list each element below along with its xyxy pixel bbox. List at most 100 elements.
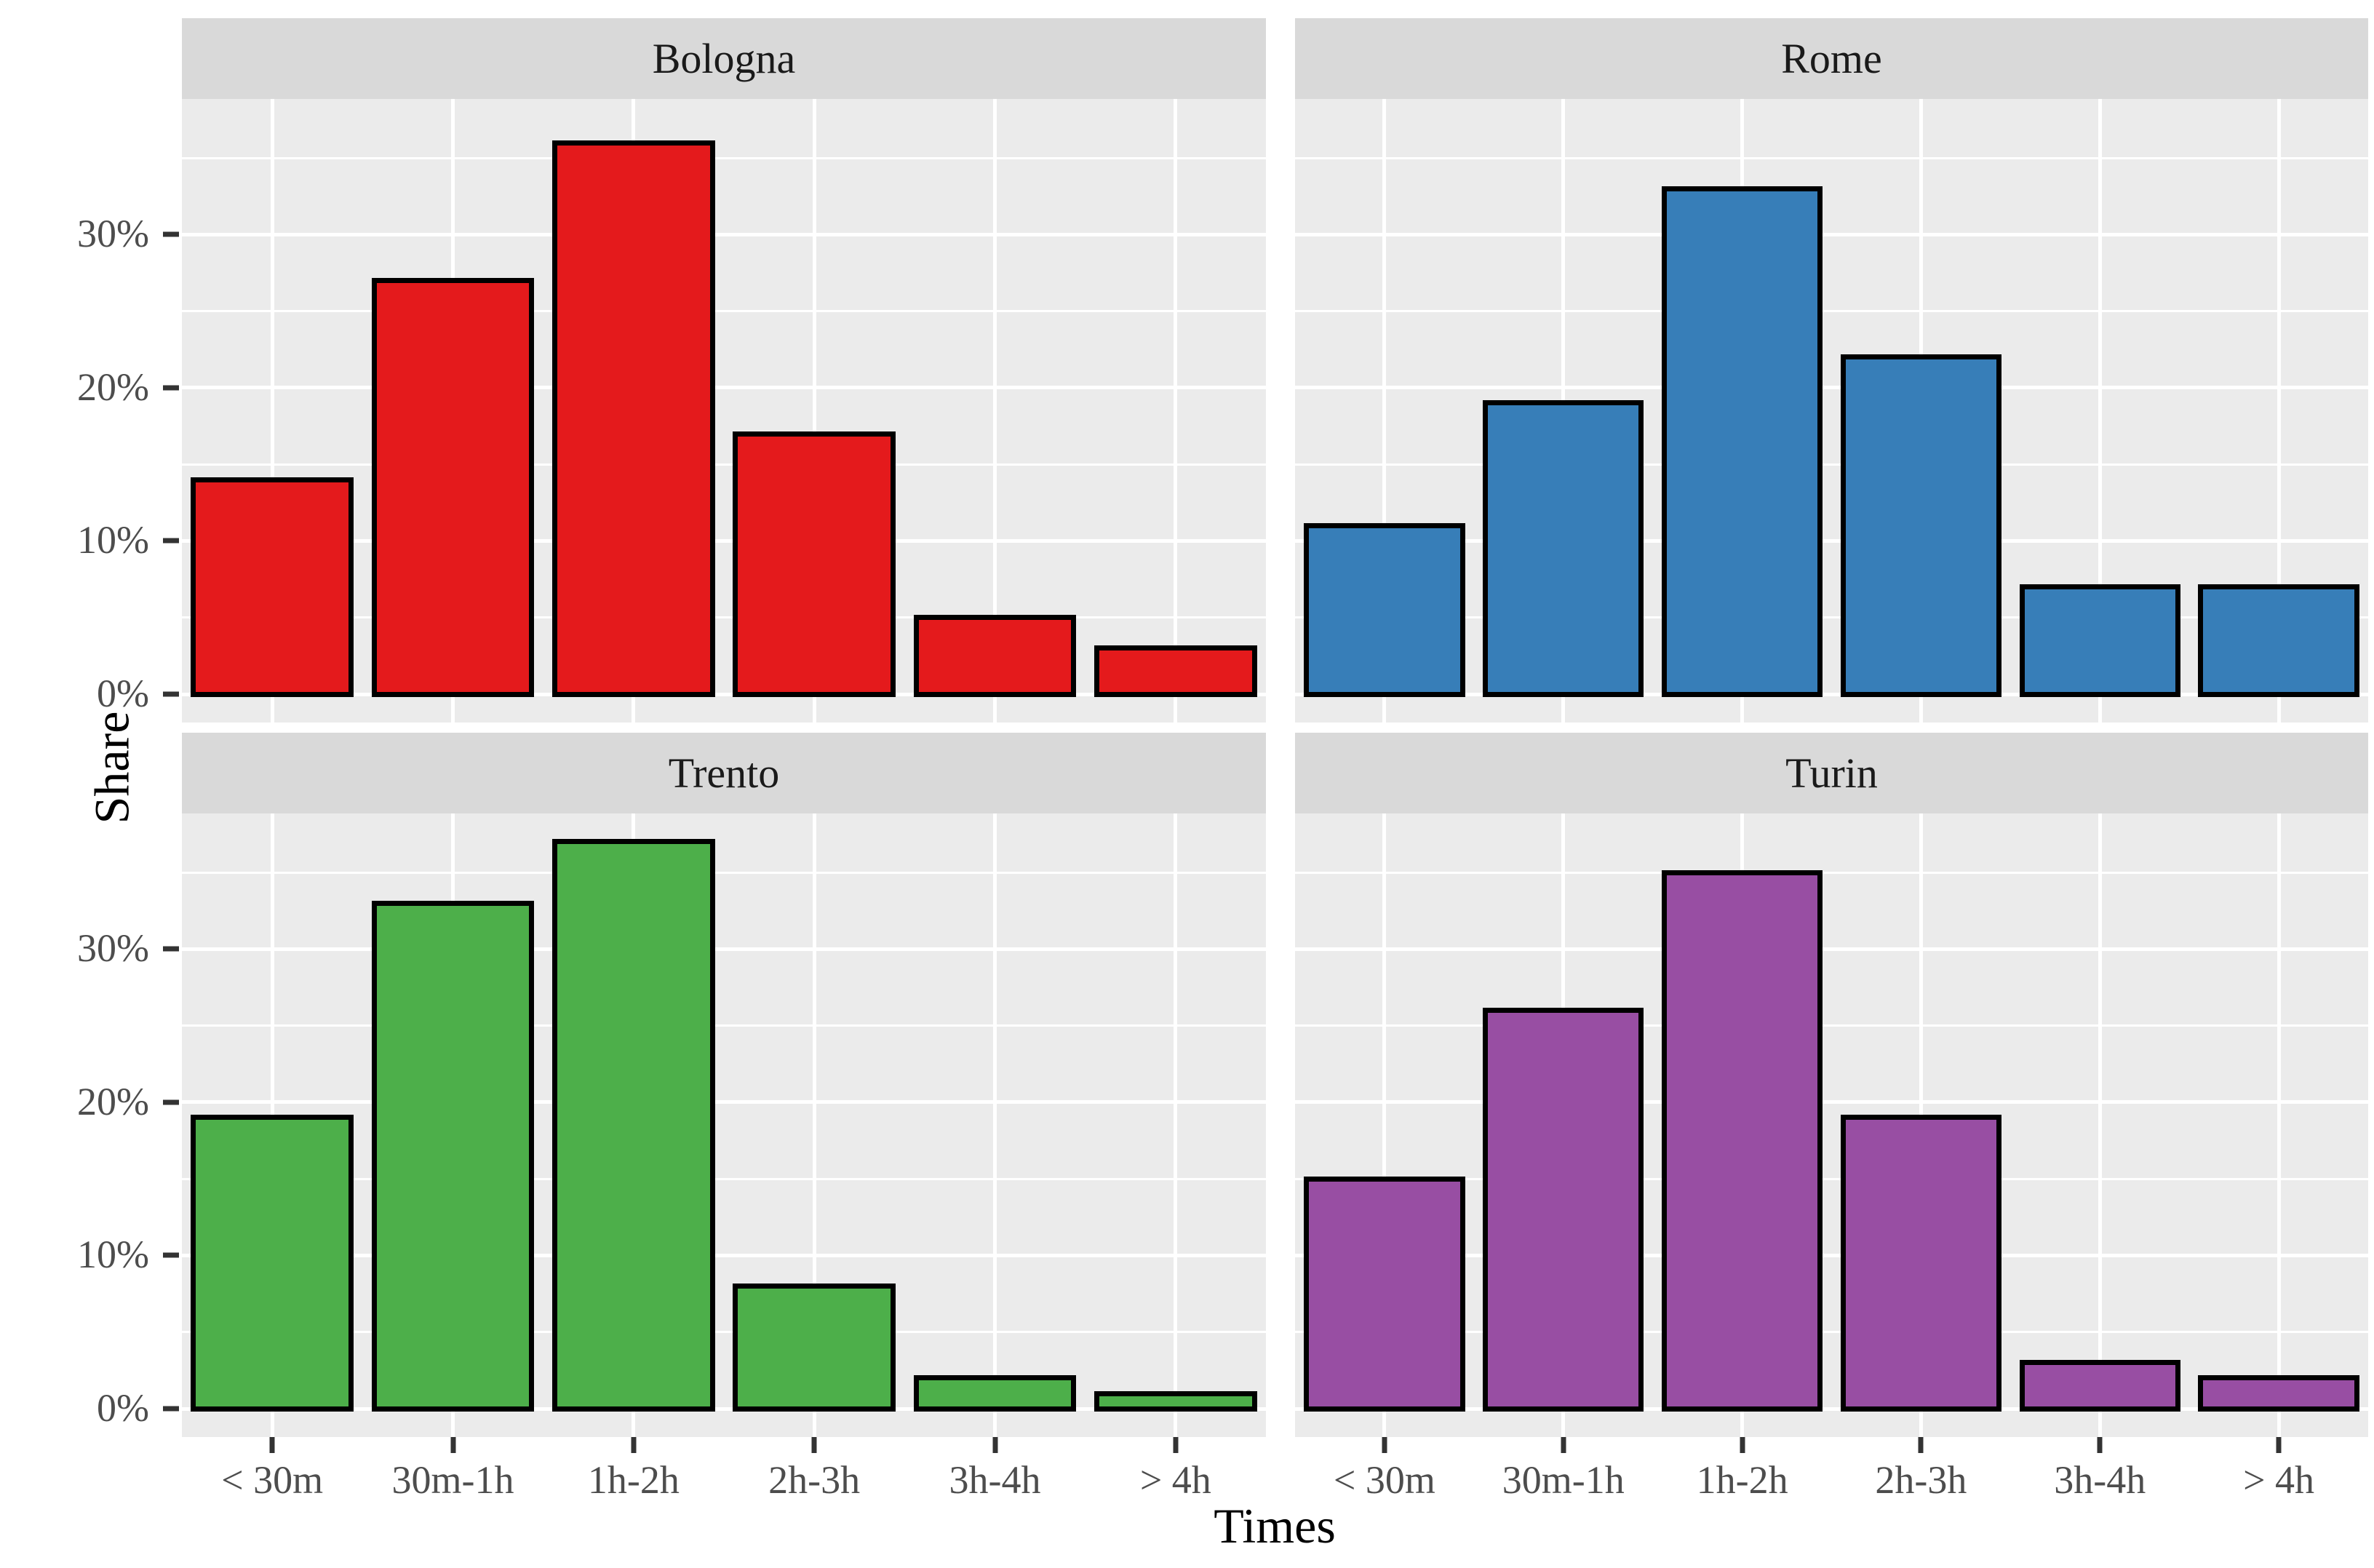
x-tick-mark bbox=[631, 1437, 637, 1453]
x-tick-label: 2h-3h bbox=[1875, 1458, 1967, 1502]
y-tick-label: 30% bbox=[77, 926, 149, 971]
gridline-vertical-major bbox=[812, 99, 816, 723]
bar-trento-30m-1h bbox=[371, 900, 535, 1412]
gridline-horizontal-minor bbox=[1295, 310, 2368, 313]
gridline-vertical-major bbox=[2277, 813, 2281, 1437]
x-tick-mark bbox=[1918, 1437, 1924, 1453]
gridline-vertical-major bbox=[1174, 813, 1178, 1437]
gridline-vertical-major bbox=[2098, 99, 2102, 723]
gridline-vertical-major bbox=[1174, 99, 1178, 723]
y-tick-label: 20% bbox=[77, 1079, 149, 1123]
facet-title: Rome bbox=[1781, 35, 1882, 82]
gridline-horizontal-minor bbox=[1295, 871, 2368, 874]
bar-trento-3h-4h bbox=[913, 1375, 1077, 1412]
gridline-horizontal-minor bbox=[182, 1024, 1266, 1027]
bar-trento-30m bbox=[191, 1115, 354, 1412]
x-tick-label: 1h-2h bbox=[1696, 1458, 1788, 1502]
x-tick-label: < 30m bbox=[221, 1458, 324, 1502]
gridline-horizontal-major bbox=[182, 538, 1266, 543]
x-tick-mark bbox=[992, 1437, 997, 1453]
gridline-horizontal-minor bbox=[182, 616, 1266, 619]
y-tick-mark bbox=[163, 1252, 179, 1258]
x-tick-label: 3h-4h bbox=[2054, 1458, 2146, 1502]
gridline-horizontal-minor bbox=[182, 1177, 1266, 1180]
bar-trento-2h-3h bbox=[733, 1284, 896, 1412]
facet-strip-turin: Turin bbox=[1295, 733, 2368, 813]
bar-turin-30m bbox=[1304, 1176, 1465, 1412]
x-tick-mark bbox=[1740, 1437, 1745, 1453]
facet-title: Turin bbox=[1785, 749, 1878, 797]
x-tick-label: 2h-3h bbox=[768, 1458, 861, 1502]
y-tick-label: 10% bbox=[77, 1233, 149, 1277]
gridline-horizontal-major bbox=[1295, 232, 2368, 236]
x-tick-mark bbox=[269, 1437, 275, 1453]
x-tick-label: 1h-2h bbox=[587, 1458, 680, 1502]
gridline-horizontal-minor bbox=[1295, 1024, 2368, 1027]
facet-panel-turin bbox=[1295, 813, 2368, 1437]
bar-rome-30m-1h bbox=[1483, 400, 1644, 697]
bar-rome-1h-2h bbox=[1661, 186, 1823, 697]
gridline-horizontal-minor bbox=[182, 156, 1266, 159]
bar-turin-1h-2h bbox=[1661, 869, 1823, 1412]
x-tick-mark bbox=[811, 1437, 817, 1453]
gridline-horizontal-major bbox=[182, 1100, 1266, 1105]
gridline-horizontal-major bbox=[182, 386, 1266, 390]
gridline-vertical-major bbox=[1382, 99, 1387, 723]
x-tick-label: 30m-1h bbox=[391, 1458, 514, 1502]
x-tick-mark bbox=[1173, 1437, 1179, 1453]
gridline-horizontal-major bbox=[1295, 386, 2368, 390]
bar-trento-4h bbox=[1094, 1390, 1257, 1412]
bar-rome-2h-3h bbox=[1840, 354, 2002, 697]
y-tick-mark bbox=[163, 385, 179, 391]
gridline-vertical-major bbox=[2277, 99, 2281, 723]
y-tick-mark bbox=[163, 691, 179, 697]
y-tick-mark bbox=[163, 538, 179, 544]
gridline-horizontal-minor bbox=[182, 1331, 1266, 1334]
gridline-horizontal-major bbox=[1295, 692, 2368, 696]
x-tick-mark bbox=[2276, 1437, 2282, 1453]
y-tick-mark bbox=[163, 946, 179, 952]
facet-panel-bologna bbox=[182, 99, 1266, 723]
facet-panel-rome bbox=[1295, 99, 2368, 723]
gridline-vertical-major bbox=[993, 99, 997, 723]
x-tick-mark bbox=[450, 1437, 455, 1453]
gridline-horizontal-minor bbox=[1295, 463, 2368, 466]
y-tick-mark bbox=[163, 231, 179, 237]
y-tick-label: 0% bbox=[97, 1385, 149, 1430]
gridline-horizontal-minor bbox=[1295, 1331, 2368, 1334]
bar-bologna-4h bbox=[1094, 645, 1257, 697]
y-tick-label: 20% bbox=[77, 365, 149, 409]
bar-rome-3h-4h bbox=[2019, 584, 2180, 697]
facet-strip-trento: Trento bbox=[182, 733, 1266, 813]
gridline-horizontal-major bbox=[182, 1253, 1266, 1257]
y-tick-label: 30% bbox=[77, 212, 149, 256]
gridline-vertical-major bbox=[993, 813, 997, 1437]
x-tick-mark bbox=[1561, 1437, 1566, 1453]
gridline-horizontal-major bbox=[182, 692, 1266, 696]
gridline-horizontal-major bbox=[1295, 1406, 2368, 1411]
bar-rome-30m bbox=[1304, 522, 1465, 697]
bar-turin-2h-3h bbox=[1840, 1115, 2002, 1412]
x-tick-label: < 30m bbox=[1333, 1458, 1435, 1502]
facet-title: Trento bbox=[668, 749, 780, 797]
bar-turin-4h bbox=[2198, 1375, 2359, 1412]
y-tick-label: 0% bbox=[97, 671, 149, 715]
facet-panel-trento bbox=[182, 813, 1266, 1437]
facet-title: Bologna bbox=[652, 35, 796, 82]
gridline-horizontal-minor bbox=[1295, 1177, 2368, 1180]
y-tick-label: 10% bbox=[77, 518, 149, 562]
gridline-horizontal-minor bbox=[1295, 616, 2368, 619]
gridline-horizontal-minor bbox=[1295, 156, 2368, 159]
gridline-vertical-major bbox=[1382, 813, 1387, 1437]
bar-bologna-1h-2h bbox=[552, 140, 715, 697]
facet-strip-rome: Rome bbox=[1295, 18, 2368, 99]
gridline-horizontal-major bbox=[1295, 1100, 2368, 1105]
x-tick-mark bbox=[1382, 1437, 1387, 1453]
bar-turin-3h-4h bbox=[2019, 1360, 2180, 1412]
bar-bologna-2h-3h bbox=[733, 431, 896, 697]
bar-turin-30m-1h bbox=[1483, 1008, 1644, 1412]
x-tick-mark bbox=[2097, 1437, 2103, 1453]
bar-rome-4h bbox=[2198, 584, 2359, 697]
gridline-horizontal-major bbox=[1295, 538, 2368, 543]
